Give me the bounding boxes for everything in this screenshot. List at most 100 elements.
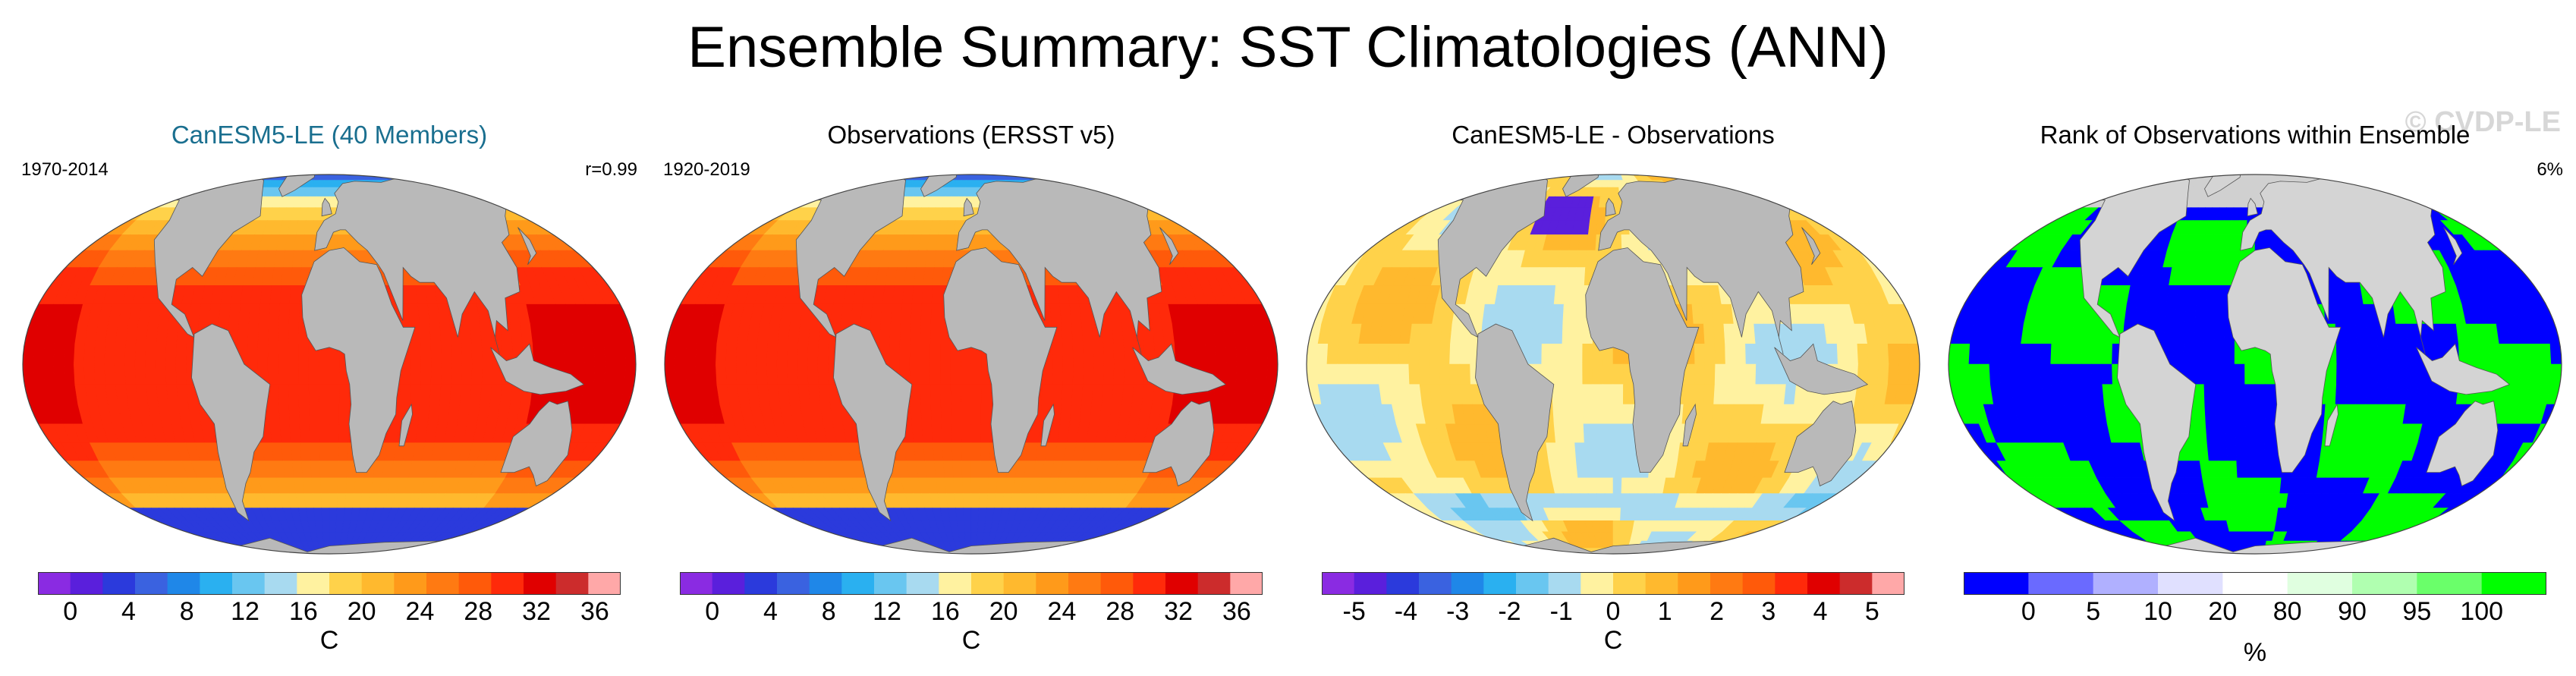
ocean-grid-cell — [398, 553, 420, 554]
ocean-grid-cell — [432, 548, 458, 554]
colorbar-swatch — [971, 572, 1005, 595]
ocean-grid-cell — [869, 171, 893, 175]
ocean-grid-cell — [181, 180, 206, 188]
ocean-grid-cell — [926, 553, 939, 554]
ocean-grid-cell — [1104, 180, 1131, 188]
ocean-grid-cell — [218, 553, 245, 554]
ocean-grid-cell — [1612, 461, 1623, 479]
ocean-grid-cell — [1597, 207, 1606, 221]
colorbar-swatch — [200, 572, 233, 595]
ocean-grid-cell — [1571, 344, 1584, 365]
ocean-grid-cell — [235, 175, 256, 181]
ocean-grid-cell — [684, 363, 697, 385]
ocean-grid-cell — [1439, 363, 1451, 385]
ocean-grid-cell — [420, 553, 449, 554]
ocean-grid-cell — [938, 553, 949, 554]
ocean-grid-cell — [1553, 285, 1566, 305]
ocean-grid-cell — [1113, 363, 1125, 385]
ocean-grid-cell — [860, 553, 887, 554]
ocean-grid-cell — [1725, 363, 1736, 385]
ocean-grid-cell — [1058, 553, 1087, 554]
ocean-grid-cell — [988, 557, 997, 558]
ocean-grid-cell — [771, 196, 799, 208]
ocean-grid-cell — [791, 531, 818, 542]
ocean-grid-cell — [304, 220, 314, 235]
ocean-grid-cell — [934, 461, 945, 479]
ocean-grid-cell — [414, 553, 441, 554]
ocean-grid-cell — [1426, 187, 1454, 197]
ocean-grid-cell — [1103, 344, 1115, 365]
ocean-grid-cell — [722, 493, 748, 508]
ocean-grid-cell — [806, 540, 834, 549]
ocean-grid-cell — [1124, 187, 1152, 197]
ocean-grid-cell — [885, 553, 907, 554]
ocean-grid-cell — [1045, 548, 1065, 554]
ocean-grid-cell — [319, 363, 330, 385]
ocean-grid-cell — [313, 557, 320, 558]
ocean-grid-cell — [508, 520, 536, 533]
ocean-grid-cell — [1459, 344, 1471, 365]
ocean-grid-cell — [1156, 196, 1185, 208]
ocean-grid-cell — [483, 531, 510, 542]
ocean-grid-cell — [970, 477, 980, 494]
ocean-grid-cell — [1031, 557, 1056, 558]
ocean-grid-cell — [278, 344, 289, 365]
ocean-grid-cell — [899, 344, 911, 365]
ocean-grid-cell — [329, 384, 340, 405]
ocean-grid-cell — [914, 171, 929, 175]
ocean-grid-cell — [705, 344, 718, 365]
ocean-grid-cell — [375, 171, 391, 175]
ocean-grid-cell — [885, 171, 906, 175]
ocean-grid-cell — [1687, 175, 1707, 181]
colorbar-tick-label: 20 — [347, 597, 376, 626]
ocean-grid-cell — [970, 531, 978, 542]
ocean-grid-cell — [942, 553, 953, 554]
ocean-grid-cell — [964, 531, 972, 542]
ocean-grid-cell — [929, 344, 942, 365]
ocean-grid-cell — [778, 187, 807, 197]
ocean-grid-cell — [1013, 553, 1029, 554]
ocean-grid-cell — [787, 363, 799, 385]
ocean-grid-cell — [1211, 234, 1236, 251]
ocean-grid-cell — [419, 384, 432, 405]
ocean-grid-cell — [297, 557, 308, 558]
ocean-grid-cell — [1577, 477, 1589, 494]
colorbar-tick-label: 8 — [821, 597, 836, 626]
ocean-grid-cell — [64, 477, 90, 494]
ocean-grid-cell — [278, 303, 291, 325]
ocean-grid-cell — [1020, 171, 1036, 175]
ocean-grid-cell — [442, 540, 467, 549]
ocean-grid-cell — [936, 234, 947, 251]
ocean-grid-cell — [231, 175, 252, 181]
ocean-grid-cell — [362, 171, 375, 175]
ocean-grid-cell — [889, 171, 910, 175]
ocean-grid-cell — [1694, 363, 1706, 385]
ocean-grid-cell — [407, 175, 428, 181]
ocean-grid-cell — [951, 442, 963, 461]
ocean-grid-cell — [1459, 180, 1486, 188]
ocean-grid-cell — [1694, 171, 1719, 175]
ocean-grid-cell — [222, 553, 248, 554]
ocean-grid-cell — [863, 175, 885, 181]
ocean-grid-cell — [481, 363, 493, 385]
ocean-grid-cell — [288, 404, 300, 425]
ocean-grid-cell — [319, 384, 330, 405]
ocean-grid-cell — [410, 363, 422, 385]
ocean-grid-cell — [1002, 557, 1017, 558]
ocean-grid-cell — [176, 384, 189, 405]
ocean-grid-cell — [389, 557, 414, 558]
ocean-grid-cell — [764, 520, 792, 533]
ocean-grid-cell — [1470, 180, 1496, 188]
ocean-grid-cell — [268, 323, 280, 344]
colorbar-tick-label: 20 — [989, 597, 1018, 626]
ocean-grid-cell — [411, 548, 433, 554]
ocean-grid-cell — [309, 423, 320, 443]
ocean-grid-cell — [746, 508, 773, 521]
ocean-grid-cell — [288, 303, 300, 325]
ocean-grid-cell — [1091, 384, 1104, 405]
colorbar-tick-label: 12 — [873, 597, 901, 626]
ocean-grid-cell — [1607, 180, 1614, 188]
ocean-grid-cell — [905, 553, 923, 554]
ocean-grid-cell — [1449, 363, 1461, 385]
ocean-grid-cell — [828, 175, 857, 181]
